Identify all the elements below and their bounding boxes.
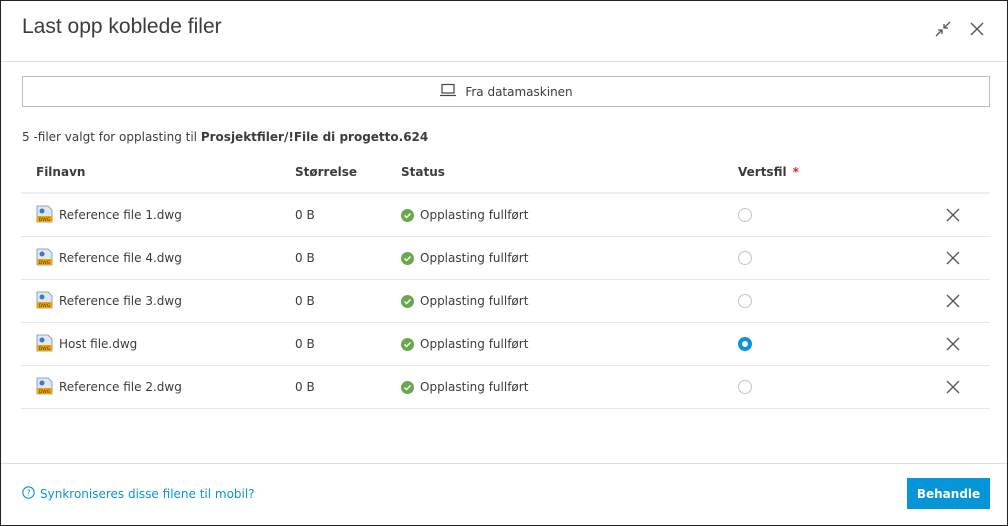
radio-button[interactable] [738, 380, 752, 394]
table-row: DWG Reference file 1.dwg 0 B Opplasting f… [21, 194, 990, 237]
header-divider [1, 61, 1007, 62]
status-text: Opplasting fullført [420, 380, 529, 394]
dwg-file-icon: DWG [36, 291, 53, 312]
status-text: Opplasting fullført [420, 208, 529, 222]
file-name: Host file.dwg [59, 337, 138, 351]
host-file-radio[interactable] [738, 208, 752, 222]
remove-file-icon[interactable] [945, 293, 961, 309]
help-icon: ? [22, 486, 35, 502]
file-size: 0 B [295, 294, 315, 308]
dialog-title: Last opp koblede filer [22, 15, 222, 38]
status-text: Opplasting fullført [420, 251, 529, 265]
file-size: 0 B [295, 337, 315, 351]
from-computer-button[interactable]: Fra datamaskinen [22, 76, 990, 107]
file-name: Reference file 3.dwg [59, 294, 182, 308]
file-name-cell: DWG Reference file 3.dwg [36, 291, 182, 312]
file-size: 0 B [295, 251, 315, 265]
col-name: Filnavn [36, 164, 86, 179]
remove-file-icon[interactable] [945, 379, 961, 395]
file-name: Reference file 1.dwg [59, 208, 182, 222]
status-cell: Opplasting fullført [401, 251, 528, 265]
col-host: Vertsfil * [738, 164, 799, 179]
check-circle-icon [401, 337, 414, 351]
status-text: Opplasting fullført [420, 294, 529, 308]
check-circle-icon [401, 251, 414, 265]
svg-text:DWG: DWG [39, 260, 51, 266]
dwg-file-icon: DWG [36, 248, 53, 269]
host-file-radio[interactable] [738, 380, 752, 394]
table-row: DWG Reference file 3.dwg 0 B Opplasting f… [21, 280, 990, 323]
check-circle-icon [401, 208, 414, 222]
table-header: Filnavn Størrelse Status Vertsfil * [21, 151, 990, 194]
svg-text:DWG: DWG [39, 346, 51, 352]
mobile-sync-help-link[interactable]: ? Synkroniseres disse filene til mobil? [22, 486, 255, 502]
file-name-cell: DWG Reference file 2.dwg [36, 377, 182, 398]
remove-file-icon[interactable] [945, 250, 961, 266]
remove-file-icon[interactable] [945, 207, 961, 223]
table-row: DWG Reference file 2.dwg 0 B Opplasting f… [21, 366, 990, 409]
file-name: Reference file 2.dwg [59, 380, 182, 394]
required-marker: * [792, 164, 799, 179]
file-name-cell: DWG Reference file 4.dwg [36, 248, 182, 269]
host-file-radio[interactable] [738, 294, 752, 308]
col-status: Status [401, 164, 445, 179]
from-computer-label: Fra datamaskinen [465, 84, 573, 99]
status-cell: Opplasting fullført [401, 337, 528, 351]
help-text: Synkroniseres disse filene til mobil? [40, 487, 255, 501]
dwg-file-icon: DWG [36, 205, 53, 226]
table-row: DWG Host file.dwg 0 B Opplasting fullført [21, 323, 990, 366]
radio-button[interactable] [738, 337, 752, 351]
radio-button[interactable] [738, 294, 752, 308]
col-size: Størrelse [295, 164, 357, 179]
svg-text:DWG: DWG [39, 389, 51, 395]
radio-button[interactable] [738, 208, 752, 222]
status-cell: Opplasting fullført [401, 294, 528, 308]
table-row: DWG Reference file 4.dwg 0 B Opplasting f… [21, 237, 990, 280]
info-prefix: 5 -filer valgt for opplasting til [22, 130, 198, 144]
footer-divider [1, 463, 1007, 464]
check-circle-icon [401, 380, 414, 394]
collapse-icon[interactable] [933, 19, 953, 39]
files-table: Filnavn Størrelse Status Vertsfil * DWG Re… [21, 151, 990, 409]
status-cell: Opplasting fullført [401, 380, 528, 394]
file-size: 0 B [295, 380, 315, 394]
svg-text:DWG: DWG [39, 303, 51, 309]
dwg-file-icon: DWG [36, 334, 53, 355]
process-button[interactable]: Behandle [907, 478, 990, 509]
svg-text:DWG: DWG [39, 217, 51, 223]
file-size: 0 B [295, 208, 315, 222]
target-path: Prosjektfiler/!File di progetto.624 [200, 130, 429, 144]
file-name-cell: DWG Reference file 1.dwg [36, 205, 182, 226]
close-icon[interactable] [967, 19, 987, 39]
laptop-icon [439, 83, 457, 100]
dwg-file-icon: DWG [36, 377, 53, 398]
status-text: Opplasting fullført [420, 337, 529, 351]
selection-info: 5 -filer valgt for opplasting til Prosje… [22, 130, 428, 144]
status-cell: Opplasting fullført [401, 208, 528, 222]
host-file-radio[interactable] [738, 251, 752, 265]
check-circle-icon [401, 294, 414, 308]
svg-text:?: ? [26, 489, 30, 498]
file-name-cell: DWG Host file.dwg [36, 334, 137, 355]
file-name: Reference file 4.dwg [59, 251, 182, 265]
remove-file-icon[interactable] [945, 336, 961, 352]
host-file-radio[interactable] [738, 337, 752, 351]
radio-button[interactable] [738, 251, 752, 265]
